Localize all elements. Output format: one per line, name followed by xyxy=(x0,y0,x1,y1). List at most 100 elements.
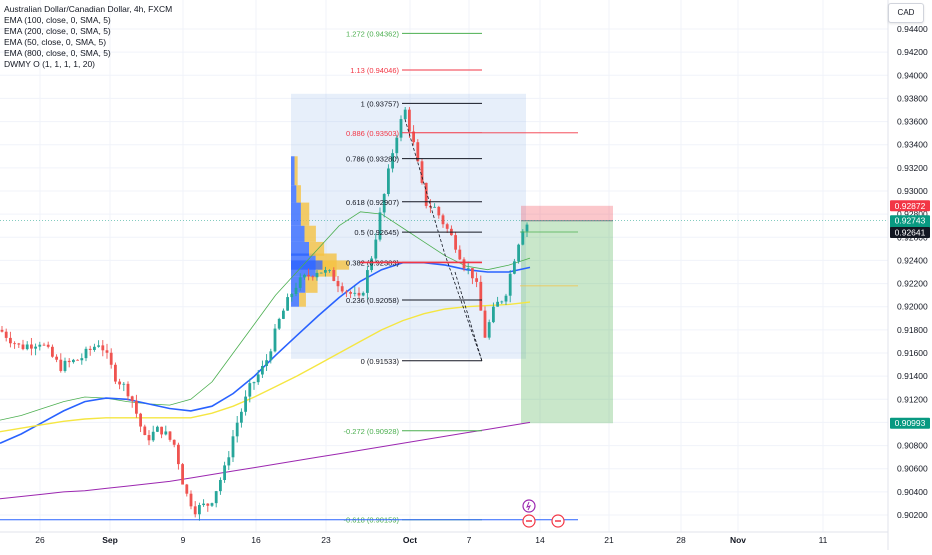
volume-profile-bar xyxy=(291,241,309,256)
volume-profile-bar xyxy=(305,276,318,293)
candle-body xyxy=(517,244,520,262)
y-tick-label: 0.93800 xyxy=(897,93,928,103)
ema-line-ema-50 xyxy=(0,211,531,421)
candle-body xyxy=(219,479,222,492)
y-tick-label: 0.93000 xyxy=(897,186,928,196)
event-marker-glyph xyxy=(526,501,531,511)
candle-body xyxy=(202,503,205,506)
indicator-dwmy[interactable]: DWMY O (1, 1, 1, 1, 20) xyxy=(4,59,96,69)
candle-body xyxy=(374,239,378,259)
candle-body xyxy=(172,439,176,445)
volume-profile-bar xyxy=(291,156,295,186)
indicator-ema50[interactable]: EMA (50, close, 0, SMA, 5) xyxy=(4,37,107,47)
candle-body xyxy=(311,276,315,278)
fib-level-label: 0.5 (0.92645) xyxy=(354,228,399,237)
candle-body xyxy=(214,491,218,504)
candle-body xyxy=(269,351,273,361)
candle-body xyxy=(181,464,184,485)
x-tick-label: Oct xyxy=(403,535,417,545)
symbol-title: Australian Dollar/Canadian Dollar, 4h, F… xyxy=(4,4,173,14)
x-tick-label: 26 xyxy=(35,535,45,545)
candle-body xyxy=(72,359,75,363)
price-label-bg xyxy=(890,417,930,429)
candle-body xyxy=(282,310,285,319)
candle-body xyxy=(378,212,382,240)
candle-body xyxy=(408,109,411,132)
volume-profile-bar xyxy=(291,185,297,203)
fib-level-label: 1.13 (0.94046) xyxy=(350,66,399,75)
candle-body xyxy=(55,356,58,360)
candle-body xyxy=(38,344,42,347)
fib-level-label: 1.272 (0.94362) xyxy=(346,29,399,38)
candle-body xyxy=(479,281,483,311)
chart-legend: Australian Dollar/Canadian Dollar, 4h, F… xyxy=(4,4,172,70)
x-tick-label: Nov xyxy=(730,535,746,545)
currency-button[interactable]: CAD xyxy=(888,3,924,23)
candle-body xyxy=(500,301,504,303)
price-label: 0.90993 xyxy=(890,417,930,429)
take-profit-zone xyxy=(521,220,613,424)
candle-body xyxy=(475,278,478,282)
x-tick-label: 16 xyxy=(251,535,261,545)
candle-body xyxy=(114,364,117,382)
candle-body xyxy=(391,153,394,169)
candle-body xyxy=(126,383,130,397)
price-label-text: 0.90993 xyxy=(895,418,926,428)
x-tick-label: Sep xyxy=(102,535,118,545)
y-tick-label: 0.90200 xyxy=(897,510,928,520)
candle-body xyxy=(168,431,172,440)
candle-body xyxy=(151,431,155,441)
candle-body xyxy=(319,272,323,274)
candle-body xyxy=(513,261,516,274)
swing-line xyxy=(454,271,483,362)
fib-level-label: 0.236 (0.92058) xyxy=(346,296,399,305)
candle-body xyxy=(286,297,289,311)
x-tick-label: 11 xyxy=(819,535,828,545)
candle-body xyxy=(93,346,96,350)
candle-body xyxy=(454,235,457,250)
candle-body xyxy=(4,331,8,338)
indicator-ema800[interactable]: EMA (800, close, 0, SMA, 5) xyxy=(4,48,111,58)
candle-body xyxy=(525,224,529,232)
candle-body xyxy=(210,503,214,506)
candle-body xyxy=(122,383,126,385)
candle-body xyxy=(508,273,512,296)
price-label-bg xyxy=(890,227,930,239)
candle-body xyxy=(252,382,256,384)
x-tick-label: 9 xyxy=(181,535,186,545)
candle-body xyxy=(13,343,16,345)
fib-level-label: 0.786 (0.93280) xyxy=(346,155,399,164)
candle-body xyxy=(361,292,365,296)
price-label: 0.92872 xyxy=(890,200,930,212)
candle-body xyxy=(198,505,201,515)
indicator-ema100[interactable]: EMA (100, close, 0, SMA, 5) xyxy=(4,15,111,25)
volume-profile-bar xyxy=(291,292,300,307)
volume-profile-bar xyxy=(309,241,325,256)
candle-body xyxy=(382,194,386,213)
candle-body xyxy=(231,436,235,458)
indicator-ema200[interactable]: EMA (200, close, 0, SMA, 5) xyxy=(4,26,111,36)
y-tick-label: 0.92400 xyxy=(897,255,928,265)
candle-body xyxy=(59,359,63,371)
y-tick-label: 0.94200 xyxy=(897,47,928,57)
candle-body xyxy=(256,374,260,383)
volume-profile-bar xyxy=(291,225,305,242)
candle-body xyxy=(34,346,37,349)
y-tick-label: 0.94000 xyxy=(897,70,928,80)
swing-line xyxy=(404,119,483,362)
candle-body xyxy=(437,206,441,216)
candle-body xyxy=(366,270,369,293)
candle-body xyxy=(88,348,92,350)
candle-body xyxy=(21,344,25,350)
candle-body xyxy=(416,142,420,162)
candle-body xyxy=(298,277,302,288)
candle-body xyxy=(387,168,390,195)
candle-body xyxy=(76,359,79,361)
ema-line-ema-800 xyxy=(0,421,531,500)
candle-body xyxy=(0,329,4,332)
y-tick-label: 0.90800 xyxy=(897,441,928,451)
candle-body xyxy=(504,295,508,302)
candle-body xyxy=(315,272,319,278)
